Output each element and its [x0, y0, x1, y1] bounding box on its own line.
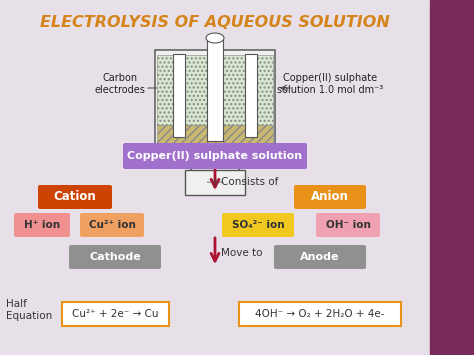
FancyBboxPatch shape	[62, 302, 169, 326]
FancyBboxPatch shape	[294, 185, 366, 209]
Text: Anode: Anode	[300, 252, 340, 262]
Text: Cathode: Cathode	[89, 252, 141, 262]
Text: Half
Equation: Half Equation	[6, 299, 52, 321]
Bar	[173, 54, 185, 137]
Text: OH⁻ ion: OH⁻ ion	[326, 220, 371, 230]
Text: Copper(II) sulphate solution: Copper(II) sulphate solution	[128, 151, 302, 161]
Text: ELECTROLYSIS OF AQUEOUS SOLUTION: ELECTROLYSIS OF AQUEOUS SOLUTION	[40, 15, 390, 30]
Bar	[155, 50, 275, 145]
Text: Consists of: Consists of	[221, 177, 278, 187]
Text: Move to: Move to	[221, 248, 263, 258]
Bar	[207, 38, 223, 141]
Bar	[157, 125, 273, 143]
FancyBboxPatch shape	[274, 245, 366, 269]
FancyBboxPatch shape	[316, 213, 380, 237]
Bar	[245, 54, 257, 137]
Text: Copper(II) sulphate
solution 1.0 mol dm⁻³: Copper(II) sulphate solution 1.0 mol dm⁻…	[277, 73, 383, 95]
Bar	[157, 55, 273, 125]
Text: Carbon
electrodes: Carbon electrodes	[94, 73, 146, 95]
Text: ⊣⊢: ⊣⊢	[205, 178, 225, 188]
Text: Cu²⁺ + 2e⁻ → Cu: Cu²⁺ + 2e⁻ → Cu	[72, 309, 158, 319]
Bar	[185, 170, 245, 195]
FancyBboxPatch shape	[14, 213, 70, 237]
Text: 4OH⁻ → O₂ + 2H₂O + 4e-: 4OH⁻ → O₂ + 2H₂O + 4e-	[255, 309, 385, 319]
Text: H⁺ ion: H⁺ ion	[24, 220, 60, 230]
Bar	[430, 0, 474, 355]
FancyBboxPatch shape	[80, 213, 144, 237]
Text: Cu²⁺ ion: Cu²⁺ ion	[89, 220, 136, 230]
Text: Anion: Anion	[311, 191, 349, 203]
FancyBboxPatch shape	[123, 143, 307, 169]
Bar	[157, 55, 273, 125]
FancyBboxPatch shape	[69, 245, 161, 269]
FancyBboxPatch shape	[239, 302, 401, 326]
Text: Cation: Cation	[54, 191, 96, 203]
FancyBboxPatch shape	[222, 213, 294, 237]
FancyBboxPatch shape	[38, 185, 112, 209]
Text: SO₄²⁻ ion: SO₄²⁻ ion	[232, 220, 284, 230]
Ellipse shape	[206, 33, 224, 43]
